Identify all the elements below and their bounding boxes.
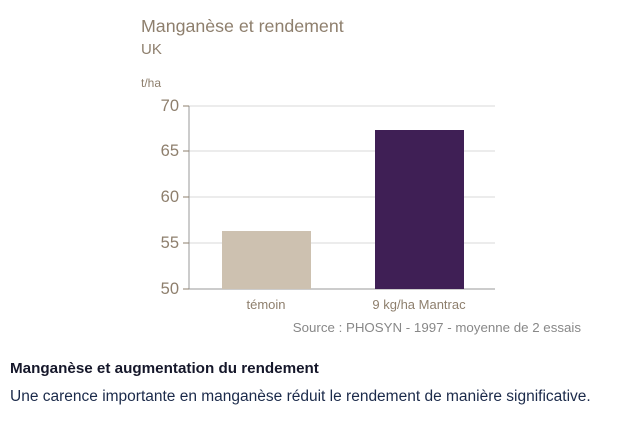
svg-text:Source : PHOSYN - 1997 - moyen: Source : PHOSYN - 1997 - moyenne de 2 es…: [293, 320, 582, 335]
svg-text:55: 55: [161, 234, 179, 252]
svg-text:9 kg/ha Mantrac: 9 kg/ha Mantrac: [372, 297, 466, 312]
svg-text:70: 70: [161, 97, 179, 115]
svg-text:60: 60: [161, 188, 179, 206]
svg-text:témoin: témoin: [246, 297, 285, 312]
svg-text:65: 65: [161, 142, 179, 160]
svg-text:50: 50: [161, 280, 179, 298]
